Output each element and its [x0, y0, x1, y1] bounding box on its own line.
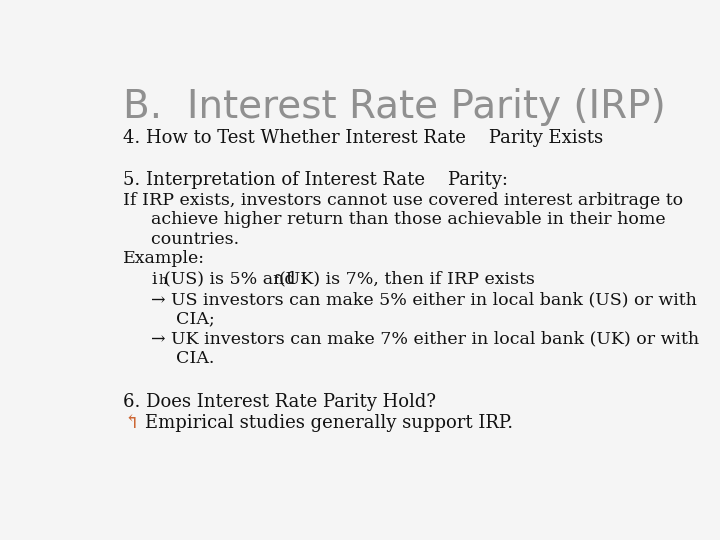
Text: 5. Interpretation of Interest Rate    Parity:: 5. Interpretation of Interest Rate Parit… — [124, 171, 508, 189]
Text: → UK investors can make 7% either in local bank (UK) or with: → UK investors can make 7% either in loc… — [151, 330, 700, 347]
Text: ↰: ↰ — [124, 414, 140, 432]
Text: (US) is 5% and i: (US) is 5% and i — [163, 271, 306, 288]
Text: Example:: Example: — [124, 250, 205, 267]
Text: achieve higher return than those achievable in their home: achieve higher return than those achieva… — [140, 211, 666, 228]
Text: f: f — [273, 274, 278, 287]
Text: i: i — [151, 271, 157, 288]
Text: → US investors can make 5% either in local bank (US) or with: → US investors can make 5% either in loc… — [151, 291, 697, 308]
Text: 4. How to Test Whether Interest Rate    Parity Exists: 4. How to Test Whether Interest Rate Par… — [124, 129, 603, 147]
Text: countries.: countries. — [140, 231, 239, 248]
Text: CIA.: CIA. — [176, 349, 215, 367]
FancyBboxPatch shape — [81, 58, 657, 487]
Text: Empirical studies generally support IRP.: Empirical studies generally support IRP. — [145, 414, 513, 432]
Text: CIA;: CIA; — [176, 310, 215, 328]
Text: h: h — [158, 274, 166, 287]
Text: B.  Interest Rate Parity (IRP): B. Interest Rate Parity (IRP) — [124, 87, 666, 126]
Text: 6. Does Interest Rate Parity Hold?: 6. Does Interest Rate Parity Hold? — [124, 393, 436, 411]
Text: If IRP exists, investors cannot use covered interest arbitrage to: If IRP exists, investors cannot use cove… — [124, 192, 683, 208]
Text: (UK) is 7%, then if IRP exists: (UK) is 7%, then if IRP exists — [279, 271, 534, 288]
